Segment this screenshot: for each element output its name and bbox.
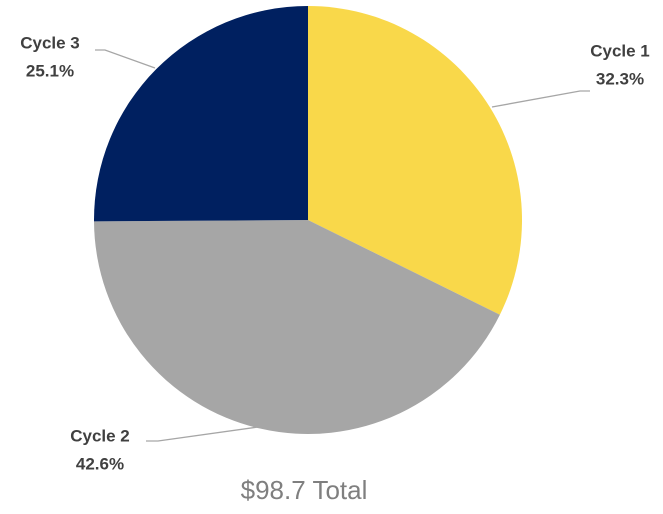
pie-slice <box>94 6 308 222</box>
leader-line <box>95 49 156 69</box>
slice-value-label: 32.3% <box>596 69 644 88</box>
pie-slice <box>308 6 522 315</box>
slice-value-label: 42.6% <box>76 454 124 473</box>
slice-label: Cycle 3 <box>20 33 80 52</box>
slice-label: Cycle 1 <box>590 41 650 60</box>
leader-line <box>491 90 590 108</box>
slice-label: Cycle 2 <box>70 426 130 445</box>
leader-line <box>146 426 259 442</box>
slice-value-label: 25.1% <box>26 61 74 80</box>
pie-slice <box>94 220 500 434</box>
total-annotation: $98.7 Total <box>241 475 368 505</box>
